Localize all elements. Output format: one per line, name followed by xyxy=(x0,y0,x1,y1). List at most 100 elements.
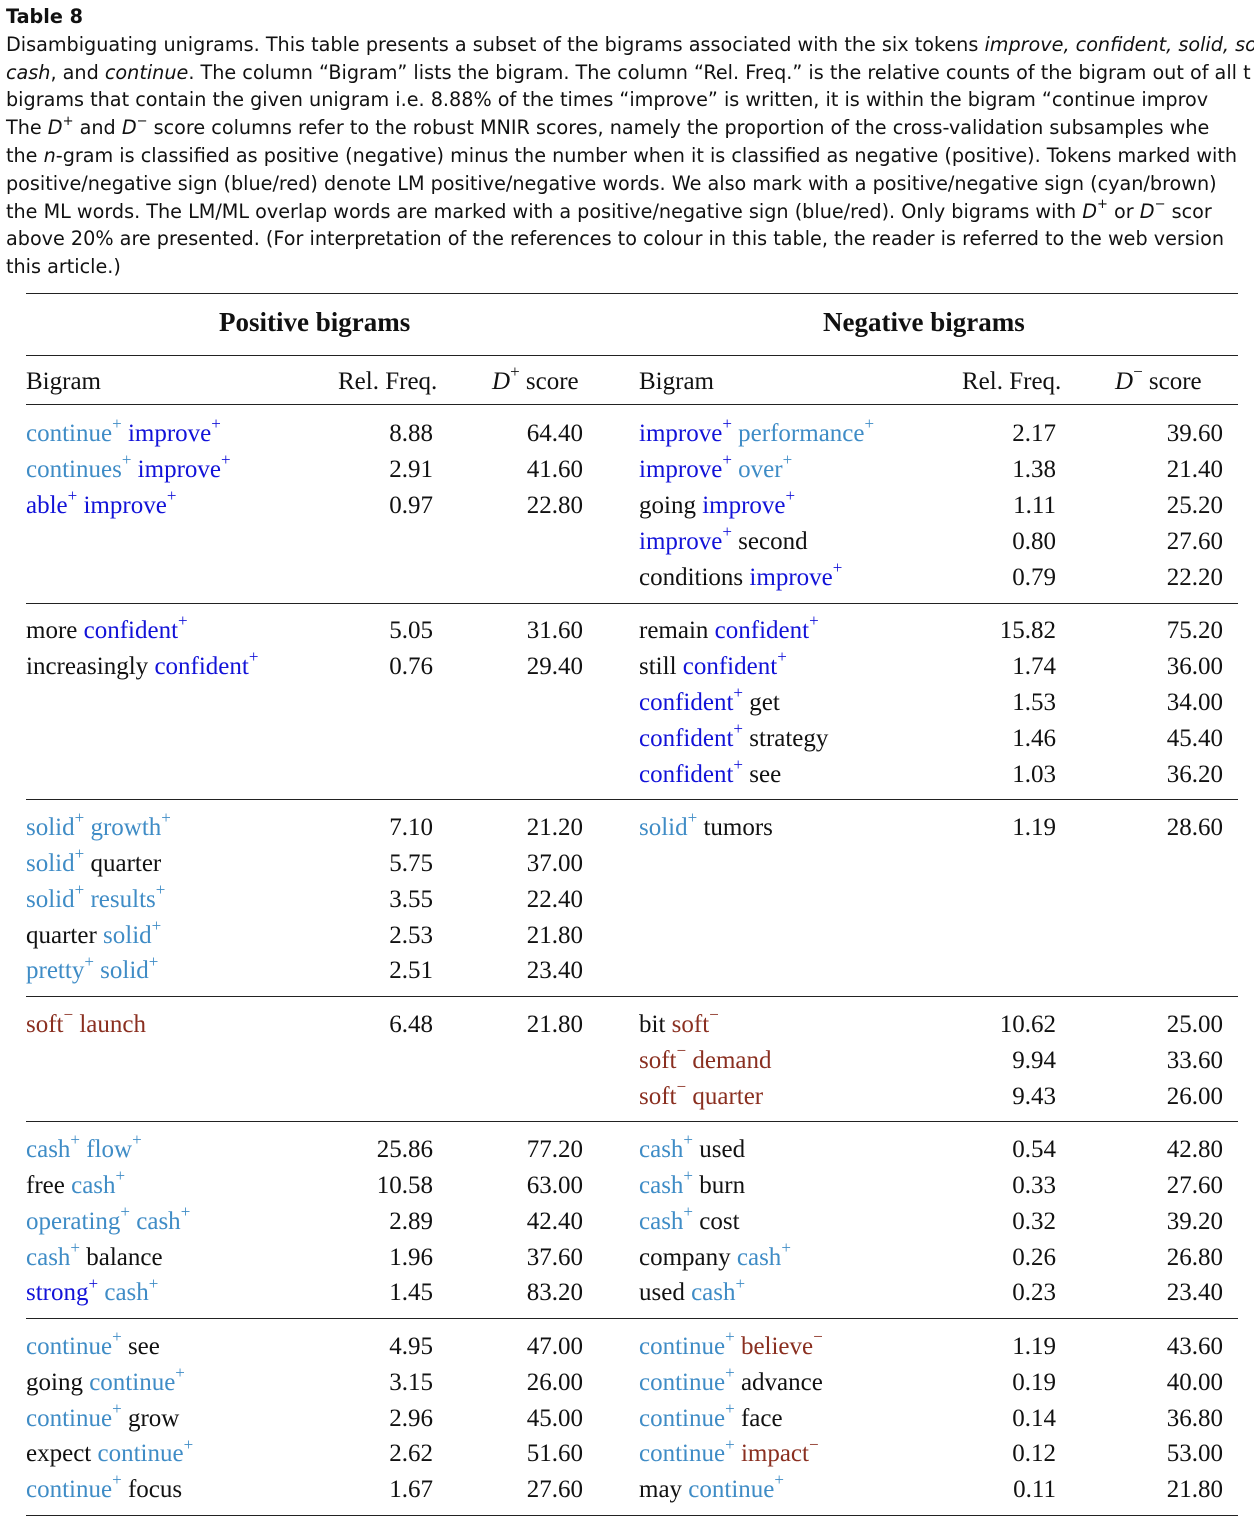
bigram-token: solid xyxy=(103,921,152,949)
bigram-token: continue xyxy=(26,1404,113,1432)
positive-dplus-score-cell: 23.40 xyxy=(526,957,583,985)
negative-bigram-cell: continue+ advance xyxy=(639,1364,823,1398)
bigram-token: balance xyxy=(86,1243,163,1271)
polarity-sign: + xyxy=(175,1362,185,1382)
positive-dplus-score-cell: 37.00 xyxy=(526,849,583,877)
polarity-sign: + xyxy=(121,450,132,470)
bigram-token: cash xyxy=(26,1243,71,1271)
negative-dminus-score-cell: 36.80 xyxy=(1166,1404,1223,1432)
caption-text: above 20% are presented. (For interpreta… xyxy=(6,227,1225,251)
negative-dminus-score-cell: 40.00 xyxy=(1166,1368,1223,1396)
polarity-sign: + xyxy=(112,1326,122,1346)
negative-dminus-score-cell: 42.80 xyxy=(1166,1135,1223,1163)
polarity-sign: + xyxy=(211,414,221,434)
polarity-sign: + xyxy=(785,485,796,505)
bigram-token: flow xyxy=(86,1135,133,1163)
positive-dplus-score-cell: 83.20 xyxy=(526,1279,583,1307)
bigram-token: improve xyxy=(83,491,167,519)
positive-relfreq-cell: 6.48 xyxy=(389,1010,433,1038)
polarity-sign: + xyxy=(74,807,85,827)
bigram-token: confident xyxy=(639,724,734,752)
negative-group-title: Negative bigrams xyxy=(823,307,1025,337)
negative-bigram-cell: improve+ second xyxy=(639,523,808,557)
caption-line-6: positive/negative sign (blue/red) denote… xyxy=(6,170,1254,198)
caption-line-7: the ML words. The LM/ML overlap words ar… xyxy=(6,198,1254,226)
negative-relfreq-cell: 1.38 xyxy=(1012,455,1056,483)
bigram-token: believe xyxy=(740,1332,814,1360)
positive-bigram-cell: continues+ improve+ xyxy=(26,451,231,485)
negative-dminus-score-cell: 28.60 xyxy=(1166,813,1223,841)
negative-dminus-score-cell: 45.40 xyxy=(1166,724,1223,752)
positive-dplus-score-cell: 47.00 xyxy=(526,1332,583,1360)
positive-dplus-score-cell: 41.60 xyxy=(526,455,583,483)
polarity-sign: + xyxy=(148,951,159,971)
negative-dminus-score-cell: 26.00 xyxy=(1166,1082,1223,1110)
negative-relfreq-cell: 0.23 xyxy=(1012,1279,1056,1307)
negative-dminus-score-cell: 21.40 xyxy=(1166,455,1223,483)
bigram-token: second xyxy=(738,527,808,555)
bigram-token: may xyxy=(639,1476,683,1504)
table-caption: Table 8 Disambiguating unigrams. This ta… xyxy=(6,3,1254,281)
negative-bigram-cell: used cash+ xyxy=(639,1275,745,1308)
positive-bigram-cell: solid+ growth+ xyxy=(26,809,171,843)
bigram-token: cash xyxy=(639,1135,684,1163)
polarity-sign: + xyxy=(166,485,177,505)
positive-relfreq-cell: 1.45 xyxy=(389,1279,433,1307)
bigram-token: continue xyxy=(97,1440,184,1468)
caption-text: the ML words. The LM/ML overlap words ar… xyxy=(6,199,1083,223)
positive-dplus-score-cell: 64.40 xyxy=(526,420,583,447)
polarity-sign: + xyxy=(733,718,744,738)
positive-relfreq-cell: 5.05 xyxy=(389,616,433,644)
caption-sup: + xyxy=(1097,197,1108,213)
polarity-sign: − xyxy=(808,1434,819,1454)
caption-text: , and xyxy=(50,60,105,84)
positive-bigram-cell: expect continue+ xyxy=(26,1436,193,1469)
negative-bigram-cell: continue+ face xyxy=(639,1400,783,1434)
polarity-sign: + xyxy=(180,1201,191,1221)
negative-bigram-cell: improve+ over+ xyxy=(639,451,792,485)
bigram-token: strong xyxy=(26,1279,89,1307)
caption-sup: + xyxy=(62,113,74,129)
bigram-token: focus xyxy=(127,1476,183,1504)
bigram-token: quarter xyxy=(90,849,162,877)
negative-dminus-score-cell: 27.60 xyxy=(1166,527,1223,555)
bigram-token: solid xyxy=(26,849,75,877)
positive-relfreq-cell: 2.96 xyxy=(389,1404,433,1432)
negative-relfreq-cell: 9.43 xyxy=(1012,1082,1056,1110)
bigram-token: soft xyxy=(639,1046,677,1074)
bigram-token: solid xyxy=(639,813,688,841)
negative-relfreq-cell: 10.62 xyxy=(999,1010,1056,1038)
negative-relfreq-cell: 1.74 xyxy=(1012,652,1056,680)
bigram-token: used xyxy=(699,1135,746,1163)
bigram-token: quarter xyxy=(26,921,97,949)
polarity-sign: − xyxy=(709,1004,719,1024)
bigram-token: used xyxy=(639,1279,685,1307)
polarity-sign: − xyxy=(63,1004,74,1024)
bigram-token: see xyxy=(127,1332,160,1360)
positive-dplus-score-cell: 29.40 xyxy=(526,652,583,680)
caption-text: and xyxy=(73,116,122,140)
bigram-token: strategy xyxy=(749,724,829,752)
bigram-token: cash xyxy=(691,1279,736,1307)
bigram-token: results xyxy=(90,885,156,913)
bigram-token: continue xyxy=(639,1440,726,1468)
positive-dplus-score-cell: 21.20 xyxy=(526,813,583,841)
col-header-bigram-pos: Bigram xyxy=(26,368,101,395)
bigram-token: continues xyxy=(26,455,122,483)
bigram-token: continue xyxy=(639,1332,726,1360)
bigram-token: still xyxy=(639,652,677,680)
polarity-sign: + xyxy=(722,521,732,541)
col-header-relfreq-pos: Rel. Freq. xyxy=(338,368,438,395)
negative-dminus-score-cell: 75.20 xyxy=(1166,616,1223,644)
negative-dminus-score-cell: 21.80 xyxy=(1166,1476,1223,1504)
negative-dminus-score-cell: 39.20 xyxy=(1166,1207,1223,1235)
caption-italic: n xyxy=(43,143,56,167)
dplus-score-word: score xyxy=(519,368,579,395)
polarity-sign: + xyxy=(112,1470,122,1490)
negative-relfreq-cell: 2.17 xyxy=(1012,420,1056,447)
caption-text: or xyxy=(1107,199,1140,223)
bigram-token: burn xyxy=(699,1171,746,1199)
positive-relfreq-cell: 1.96 xyxy=(389,1243,433,1271)
bigram-token: continue xyxy=(639,1404,726,1432)
bigram-token: grow xyxy=(127,1404,180,1432)
